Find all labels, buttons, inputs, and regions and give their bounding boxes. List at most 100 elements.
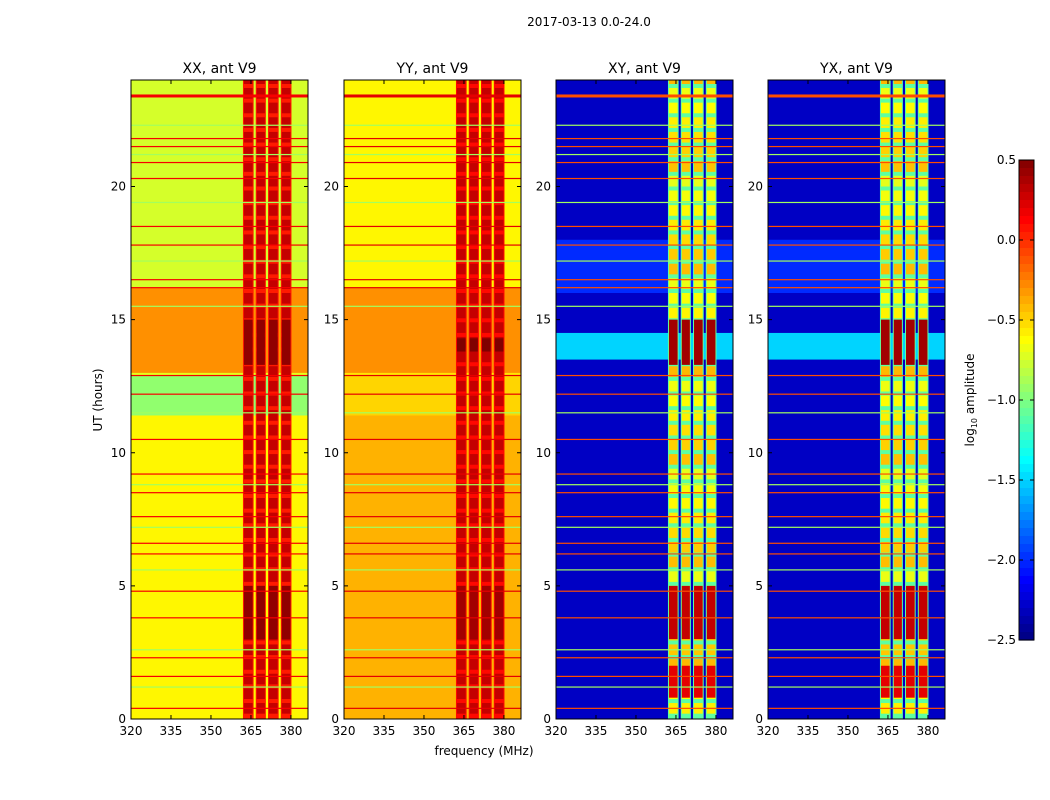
rfi-band-block [681,175,690,187]
rfi-band-block [482,424,491,436]
rfi-band-block [456,673,466,685]
rfi-line [556,153,733,156]
rfi-line [556,225,733,228]
rfi-line [131,473,308,475]
rfi-band-block [706,410,716,421]
rfi-line [556,94,733,98]
rfi-line [131,707,308,709]
rfi-band-block [269,395,278,407]
rfi-band-block [494,322,504,333]
rfi-band-block [918,87,928,99]
rfi-line [556,393,733,395]
rfi-band-peak [706,319,716,365]
rfi-band-block [482,659,491,670]
rfi-band-block [269,161,278,172]
rfi-band-block [706,293,716,304]
rfi-band-block [494,512,504,524]
rfi-band-block [681,278,690,290]
rfi-band-block [494,278,504,290]
rfi-band-block [880,175,890,187]
rfi-band-block [906,366,915,377]
rfi-line [344,279,521,281]
rfi-band-block [469,249,478,260]
rfi-band-block [482,219,491,231]
colorbar-segment [1019,192,1034,201]
rfi-band-block [256,307,265,319]
colorbar-tick-label: 0.5 [997,153,1016,167]
rfi-band-block [494,146,504,158]
x-tick-label: 365 [240,724,263,738]
rfi-line [344,374,521,377]
colorbar-segment [1019,584,1034,593]
rfi-band-block [256,366,265,377]
rfi-band-block [494,249,504,260]
rfi-band-block [243,380,253,392]
rfi-band-block [482,293,491,304]
rfi-band-peak [880,319,890,365]
colorbar-segment [1019,544,1034,553]
rfi-band-peak [681,585,690,640]
rfi-band-block [694,483,703,495]
rfi-band-block [243,161,253,172]
rfi-line [556,649,733,651]
rfi-band-block [243,190,253,202]
rfi-band-block [668,454,678,465]
panel-0: XX, ant V9 320 335 350 365 380 0 5 10 15 20 [111,61,309,738]
rfi-line [768,177,945,180]
rfi-line [344,393,521,395]
rfi-band-block [269,102,278,114]
rfi-band-block [281,146,291,158]
rfi-band-block [456,659,466,670]
rfi-band-block [456,410,466,421]
rfi-band-block [694,454,703,465]
rfi-line [131,569,308,571]
rfi-band-block [893,541,902,553]
rfi-band-peak [281,319,291,365]
rfi-band-block [918,380,928,392]
rfi-band-block [281,278,291,290]
panel-3: YX, ant V9 320 335 350 365 380 0 5 10 15 20 [748,61,946,738]
rfi-band-block [494,205,504,216]
rfi-band-block [694,498,703,509]
x-axis-label: frequency (MHz) [434,744,533,758]
colorbar-segment [1019,448,1034,457]
rfi-band-block [694,219,703,231]
rfi-band-block [456,351,466,363]
rfi-band-block [706,541,716,553]
rfi-band-block [880,454,890,465]
colorbar-tick-label: −2.5 [987,633,1016,647]
rfi-band-block [281,263,291,275]
rfi-band-block [456,439,466,451]
rfi-band-block [469,102,478,114]
rfi-band-block [706,556,716,568]
rfi-band-block [281,483,291,495]
rfi-line [131,374,308,377]
rfi-band-block [256,278,265,290]
rfi-band-block [880,219,890,231]
rfi-band-block [694,102,703,114]
y-tick-label: 15 [324,313,339,327]
rfi-band-block [694,307,703,319]
rfi-band-block [269,190,278,202]
rfi-band-block [918,234,928,246]
heatmap-image [344,80,521,719]
rfi-band-block [482,146,491,158]
rfi-band-block [243,249,253,260]
rfi-line [344,412,521,414]
rfi-line [556,686,733,688]
rfi-band-block [269,117,278,128]
rfi-band-block [918,395,928,407]
rfi-band-block [243,219,253,231]
rfi-band-block [681,571,690,582]
rfi-band-block [469,439,478,451]
rfi-band-block [706,131,716,143]
rfi-band-block [494,483,504,495]
rfi-band-block [469,541,478,553]
rfi-line [131,516,308,518]
rfi-band-block [706,571,716,582]
rfi-band-block [918,439,928,451]
rfi-line [768,473,945,475]
rfi-band-block [681,293,690,304]
rfi-band-block [694,512,703,524]
rfi-line [131,94,308,98]
